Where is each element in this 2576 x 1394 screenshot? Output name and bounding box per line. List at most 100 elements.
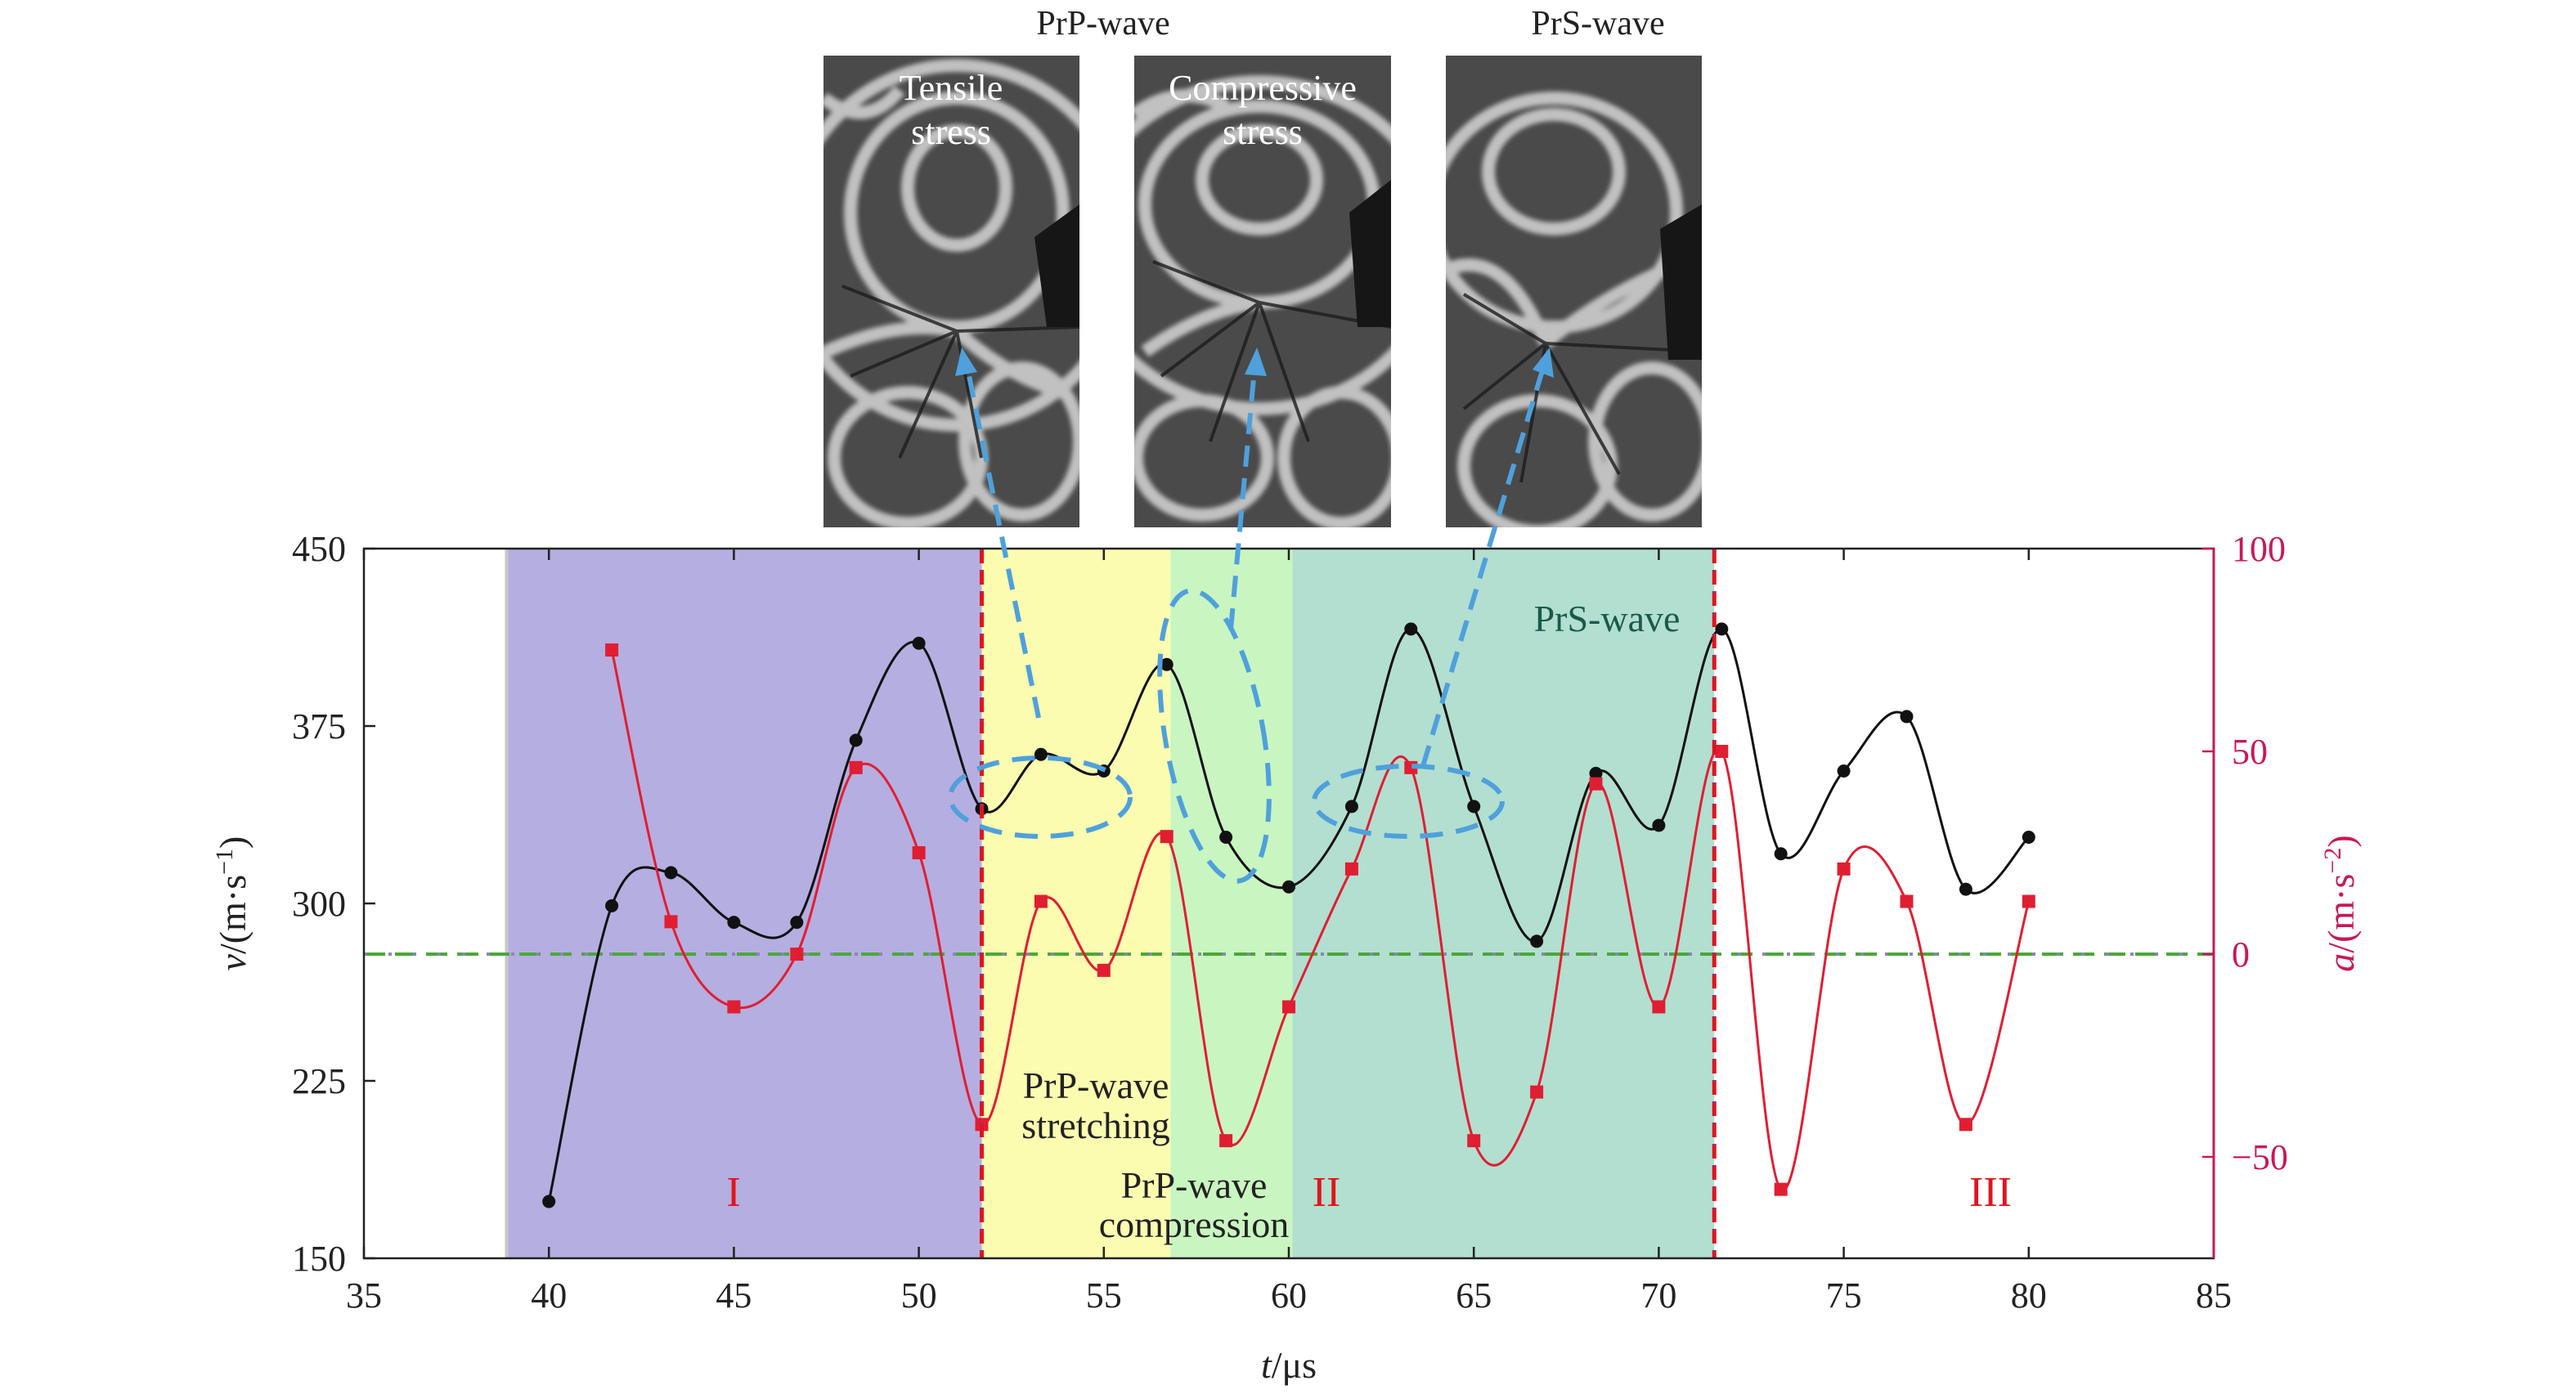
velocity-point	[1652, 818, 1666, 832]
acceleration-series-line	[610, 649, 2031, 1192]
x-tick-label: 80	[2011, 1275, 2047, 1316]
velocity-point	[1530, 935, 1544, 948]
velocity-point	[1219, 830, 1233, 844]
callout-ellipse-compressive	[1157, 588, 1272, 884]
y-left-tick-label: 225	[292, 1061, 346, 1101]
y-left-tick-label: 150	[292, 1239, 346, 1279]
annotation-stretching-1: PrP-wave	[1023, 1065, 1169, 1106]
acceleration-point	[664, 915, 678, 929]
region-label-3: III	[1969, 1169, 2012, 1216]
velocity-point	[2022, 830, 2035, 844]
acceleration-point	[912, 846, 926, 859]
acceleration-point	[1160, 830, 1174, 844]
acceleration-point	[1097, 963, 1111, 977]
velocity-point	[1344, 800, 1358, 814]
callout-arrows	[963, 359, 1548, 767]
region-band-1	[508, 549, 982, 1258]
velocity-point	[1589, 766, 1603, 780]
inset-label-tensile-1: Tensile	[900, 68, 1003, 108]
region-label-2: II	[1313, 1169, 1341, 1216]
acceleration-point	[1282, 1000, 1295, 1014]
velocity-point	[1959, 882, 1972, 896]
region-band-4	[1292, 549, 1715, 1258]
x-tick-label: 75	[1826, 1275, 1862, 1316]
x-tick-label: 65	[1456, 1275, 1492, 1316]
acceleration-point	[1034, 894, 1048, 908]
velocity-point	[790, 916, 804, 930]
callout-ellipse-prs	[1312, 764, 1505, 839]
acceleration-point	[1530, 1085, 1544, 1099]
arrow-tensile	[963, 359, 1041, 719]
acceleration-point	[1467, 1134, 1481, 1148]
acceleration-point	[1589, 777, 1603, 791]
velocity-point	[1034, 747, 1048, 761]
y-left-tick-label: 300	[292, 884, 346, 924]
acceleration-point	[1837, 862, 1851, 876]
velocity-series-line	[547, 627, 2030, 1202]
callouts	[948, 588, 1505, 884]
arrowhead-tensile	[955, 347, 977, 376]
acceleration-point	[1344, 862, 1358, 876]
x-tick-label: 50	[901, 1275, 937, 1316]
acceleration-point	[1219, 1134, 1233, 1148]
y-right-axis-title: a/(m·s−2)	[2319, 835, 2363, 971]
inset-title-prs: PrS-wave	[1531, 5, 1664, 43]
x-tick-label: 40	[531, 1275, 567, 1316]
x-axis-title: t/μs	[1261, 1344, 1317, 1386]
inset-prs-image	[1446, 56, 1702, 527]
annotation-compression-1: PrP-wave	[1121, 1164, 1268, 1206]
annotation-prs-wave: PrS-wave	[1534, 598, 1681, 639]
inset-tensile-image	[824, 56, 1079, 527]
arrowhead-compressive	[1245, 347, 1267, 376]
velocity-point	[1467, 800, 1481, 814]
acceleration-point	[790, 948, 804, 961]
x-tick-label: 35	[346, 1275, 382, 1316]
velocity-point	[1900, 710, 1914, 724]
velocity-point	[542, 1195, 556, 1208]
acceleration-point	[1774, 1182, 1788, 1196]
acceleration-point	[849, 760, 863, 774]
velocity-point	[664, 866, 678, 880]
velocity-point	[849, 733, 863, 747]
y-left-tick-label: 375	[292, 706, 346, 746]
inset-label-compressive-2: stress	[1223, 112, 1303, 152]
acceleration-point	[1900, 894, 1914, 908]
x-tick-label: 45	[716, 1275, 752, 1316]
region-label-1: I	[726, 1169, 740, 1216]
velocity-point	[1837, 764, 1851, 778]
acceleration-point	[605, 643, 619, 657]
annotation-compression-2: compression	[1099, 1204, 1290, 1245]
inset-title-prp: PrP-wave	[1036, 5, 1169, 43]
velocity-point	[912, 636, 926, 650]
annotation-stretching-2: stretching	[1021, 1105, 1169, 1146]
inset-label-compressive-1: Compressive	[1169, 68, 1357, 108]
region-band-3	[1170, 549, 1293, 1258]
acceleration-point	[1715, 745, 1729, 758]
velocity-point	[1160, 657, 1174, 671]
arrow-prs	[1420, 359, 1548, 767]
inset-compressive-image	[1134, 56, 1391, 527]
y-left-axis-title: v/(m·s−1)	[211, 836, 254, 971]
x-tick-label: 70	[1640, 1275, 1676, 1316]
velocity-point	[1404, 622, 1418, 636]
acceleration-point	[727, 1000, 741, 1014]
velocity-point	[727, 916, 741, 930]
y-right-tick-label: −50	[2232, 1137, 2288, 1177]
velocity-point	[1715, 622, 1729, 636]
x-tick-label: 55	[1086, 1275, 1122, 1316]
y-right-tick-label: 0	[2232, 935, 2250, 975]
y-right-tick-label: 100	[2232, 529, 2286, 569]
velocity-point	[1774, 847, 1788, 861]
region-band-2	[981, 549, 1171, 1258]
y-right-tick-label: 50	[2232, 732, 2268, 772]
region-edge	[505, 549, 509, 1258]
velocity-point	[605, 899, 619, 912]
arrow-compressive	[1228, 359, 1258, 630]
callout-ellipse-tensile	[948, 755, 1133, 839]
acceleration-point	[2022, 894, 2035, 908]
arrowhead-prs	[1533, 347, 1554, 378]
velocity-point	[1282, 880, 1295, 894]
x-tick-label: 60	[1271, 1275, 1307, 1316]
inset-label-tensile-2: stress	[911, 112, 991, 152]
